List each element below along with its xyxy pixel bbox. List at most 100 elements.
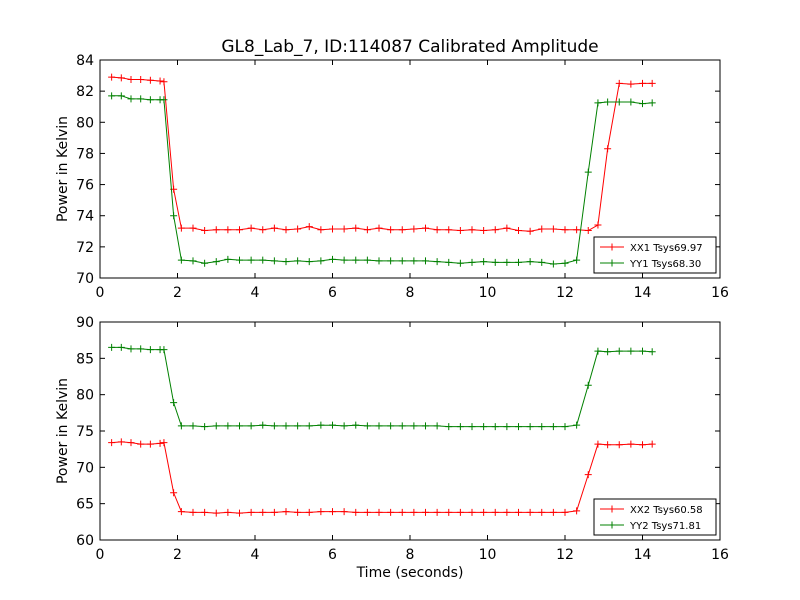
chart-title: GL8_Lab_7, ID:114087 Calibrated Amplitud…: [221, 37, 598, 57]
data-point: [282, 508, 290, 516]
legend-marker: [608, 505, 616, 513]
data-point: [247, 508, 255, 516]
data-point: [236, 422, 243, 430]
data-point: [363, 226, 371, 234]
data-point: [594, 221, 602, 229]
data-point: [549, 508, 557, 516]
data-point: [480, 227, 488, 235]
data-point: [526, 258, 534, 266]
data-point: [410, 422, 418, 430]
data-point: [639, 441, 646, 449]
data-point: [270, 508, 278, 516]
data-point: [156, 439, 164, 447]
data-point: [294, 508, 302, 516]
data-point: [329, 421, 336, 429]
x-tick-label: 10: [479, 285, 497, 301]
data-point: [329, 508, 336, 516]
data-point: [270, 224, 278, 232]
data-point: [340, 422, 348, 430]
data-point: [294, 422, 302, 430]
y-axis-label: Power in Kelvin: [55, 116, 71, 222]
data-point: [160, 78, 168, 86]
data-point: [329, 225, 336, 233]
data-point: [549, 423, 557, 431]
data-point: [340, 256, 348, 264]
data-point: [127, 95, 135, 103]
data-point: [456, 423, 464, 431]
data-point: [201, 259, 209, 267]
data-point: [573, 226, 581, 234]
data-point: [627, 347, 635, 355]
x-tick-label: 2: [173, 285, 182, 301]
data-point: [468, 423, 476, 431]
data-point: [170, 399, 178, 407]
data-point: [491, 423, 499, 431]
y-tick-label: 72: [76, 240, 94, 256]
data-point: [526, 423, 534, 431]
y-tick-label: 84: [76, 53, 94, 69]
data-point: [170, 212, 178, 220]
data-point: [422, 224, 429, 232]
data-point: [340, 225, 348, 233]
data-point: [294, 225, 302, 233]
data-point: [491, 258, 499, 266]
data-point: [515, 258, 522, 266]
data-point: [160, 96, 168, 104]
data-point: [146, 76, 154, 84]
data-point: [224, 422, 232, 430]
data-point: [108, 92, 116, 100]
data-point: [201, 423, 209, 431]
x-tick-label: 6: [328, 547, 337, 563]
data-point: [445, 258, 453, 266]
x-tick-label: 0: [96, 285, 105, 301]
data-point: [363, 256, 371, 264]
data-point: [146, 346, 154, 354]
x-tick-label: 16: [711, 285, 729, 301]
data-point: [294, 257, 302, 265]
data-point: [604, 145, 612, 153]
data-point: [387, 257, 395, 265]
data-point: [445, 508, 453, 516]
data-point: [212, 226, 220, 234]
data-point: [189, 422, 197, 430]
data-point: [615, 441, 623, 449]
data-point: [247, 256, 255, 264]
data-point: [468, 258, 476, 266]
data-point: [375, 257, 383, 265]
x-tick-label: 12: [556, 285, 574, 301]
data-point: [352, 508, 360, 516]
data-point: [170, 489, 178, 497]
data-point: [236, 256, 243, 264]
data-point: [352, 256, 360, 264]
data-point: [584, 168, 592, 176]
data-point: [615, 347, 623, 355]
legend-box: [593, 236, 717, 274]
x-tick-label: 12: [556, 547, 574, 563]
data-point: [480, 423, 488, 431]
y-tick-label: 80: [76, 115, 94, 131]
y-tick-label: 80: [76, 388, 94, 404]
data-point: [515, 508, 522, 516]
data-point: [282, 226, 290, 234]
data-point: [108, 343, 116, 351]
x-tick-label: 14: [634, 547, 652, 563]
data-point: [117, 343, 125, 351]
data-point: [160, 346, 168, 354]
data-point: [480, 508, 488, 516]
data-point: [503, 258, 511, 266]
data-point: [398, 226, 406, 234]
data-point: [422, 257, 429, 265]
data-point: [515, 227, 522, 235]
y-tick-label: 78: [76, 146, 94, 162]
data-point: [156, 77, 164, 85]
data-point: [398, 257, 406, 265]
data-point: [456, 227, 464, 235]
data-point: [503, 423, 511, 431]
data-point: [515, 423, 522, 431]
y-tick-label: 90: [76, 315, 94, 331]
data-point: [648, 348, 656, 356]
data-point: [573, 507, 581, 515]
x-tick-label: 8: [406, 285, 415, 301]
data-point: [247, 422, 255, 430]
x-axis-label: Time (seconds): [356, 565, 464, 581]
